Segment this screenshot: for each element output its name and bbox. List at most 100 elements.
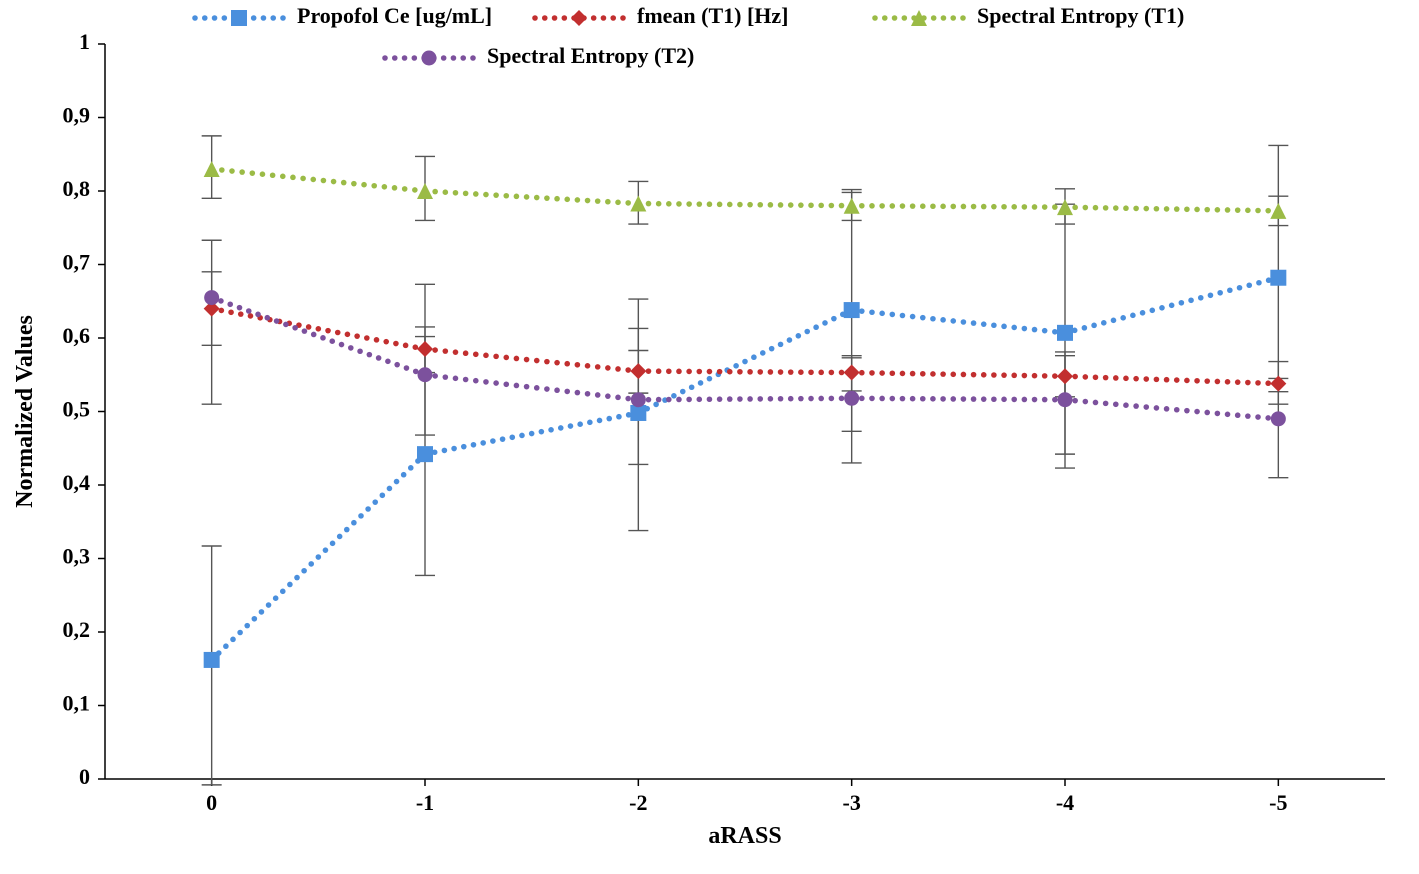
series-dot [788,396,794,402]
series-dot [393,341,399,347]
series-dot [534,358,540,364]
marker-square [1270,270,1286,286]
series-dot [890,370,896,376]
series-dot [503,381,509,387]
series-dot [412,187,418,193]
series-dot [542,15,548,21]
series-dot [1245,413,1251,419]
series-dot [490,438,496,444]
marker-circle [1058,392,1073,407]
series-dot [401,472,407,478]
series-dot [1032,327,1038,333]
series-dot [768,202,774,208]
series-dot [451,55,457,61]
series-dot [493,380,499,386]
series-dot [503,193,509,199]
series-dot [1072,374,1078,380]
series-dot [321,178,327,184]
series-dot [228,309,234,315]
series-dot [394,479,400,485]
series-dot [1022,326,1028,332]
series-dot [1235,412,1241,418]
x-tick-label: -5 [1269,790,1287,815]
series-dot [280,174,286,180]
series-dot [981,321,987,327]
y-tick-label: 0,4 [63,470,91,495]
series-dot [524,194,530,200]
series-dot [595,198,601,204]
series-dot [1052,373,1058,379]
series-dot [859,396,865,402]
series-dot [1164,406,1170,412]
series-dot [310,177,316,183]
series-dot [829,370,835,376]
series-dot [524,357,530,363]
chart-svg: 00,10,20,30,40,50,60,70,80,910-1-2-3-4-5… [0,0,1419,874]
series-dot [1235,207,1241,213]
series-dot [910,203,916,209]
marker-circle [204,290,219,305]
series-dot [920,371,926,377]
series-dot [509,434,515,440]
series-dot [1194,207,1200,213]
series-dot [1154,377,1160,383]
series-dot [747,202,753,208]
series-dot [971,320,977,326]
series-dot [483,353,489,359]
series-dot [656,397,662,403]
series-dot [961,319,967,325]
series-dot [274,318,280,324]
series-dot [920,203,926,209]
series-dot [1032,373,1038,379]
series-dot [707,376,713,382]
series-dot [1245,208,1251,214]
series-dot [290,175,296,181]
series-dot [238,311,244,317]
series-dot [443,189,449,195]
series-dot [382,184,388,190]
series-dot [408,465,414,471]
series-dot [412,55,418,61]
series-dot [519,433,525,439]
series-dot [503,355,509,361]
series-dot [568,423,574,429]
series-dot [1174,206,1180,212]
series-dot [1001,397,1007,403]
series-dot [259,609,265,615]
series-dot [473,351,479,357]
series-dot [686,201,692,207]
series-dot [1091,323,1097,329]
series-dot [270,15,276,21]
series-dot [443,374,449,380]
series-dot [940,204,946,210]
series-dot [330,541,336,547]
series-dot [882,15,888,21]
series-dot [1022,373,1028,379]
series-dot [796,333,802,339]
series-dot [1255,380,1261,386]
series-dot [696,397,702,403]
series-dot [940,317,946,323]
series-dot [717,369,723,375]
series-dot [1042,328,1048,334]
series-dot [1123,402,1129,408]
series-dot [548,427,554,433]
series-dot [798,369,804,375]
series-dot [680,389,686,395]
series-dot [361,182,367,188]
series-dot [383,339,389,345]
series-dot [859,370,865,376]
y-tick-label: 1 [79,29,90,54]
series-dot [345,332,351,338]
series-dot [605,393,611,399]
series-dot [248,313,254,319]
series-dot [331,179,337,185]
series-dot [453,190,459,196]
series-dot [910,396,916,402]
series-dot [788,369,794,375]
chart-bg [0,0,1419,874]
series-dot [252,616,258,622]
series-dot [372,499,378,505]
series-dot [1246,282,1252,288]
series-dot [1194,409,1200,415]
